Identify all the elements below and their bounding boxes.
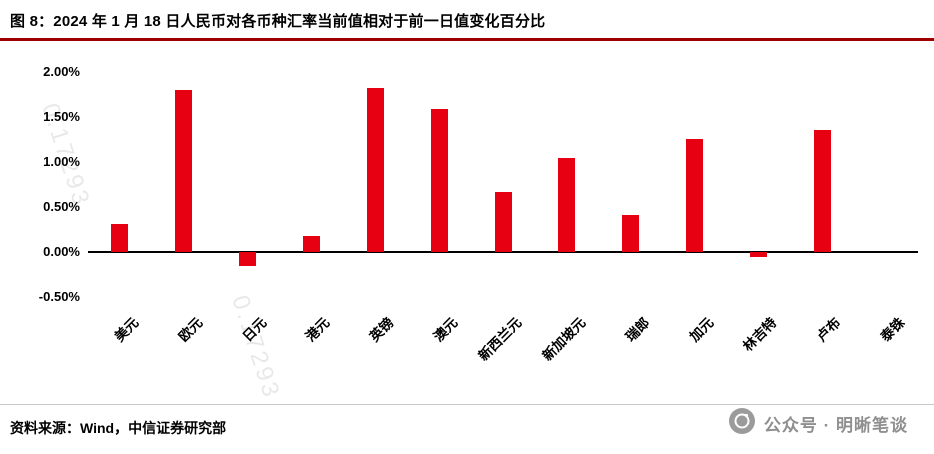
x-axis-label: 英镑 bbox=[367, 314, 397, 345]
x-axis-line bbox=[88, 251, 918, 253]
watermark-text: 0.17293 bbox=[226, 292, 286, 403]
badge-label: 公众号 · 明晰笔谈 bbox=[763, 416, 908, 435]
x-axis-label: 欧元 bbox=[175, 314, 206, 345]
x-axis-label: 泰铢 bbox=[877, 314, 908, 345]
footer-divider bbox=[0, 404, 934, 405]
camera-lens-circle-icon bbox=[728, 408, 755, 439]
x-axis-label: 港元 bbox=[303, 314, 333, 345]
bar bbox=[749, 252, 767, 258]
bar bbox=[302, 235, 320, 252]
y-axis-tick-label: -0.50% bbox=[38, 289, 80, 304]
source-note: 资料来源：Wind，中信证券研究部 bbox=[10, 420, 227, 436]
watermark-text: 0.17293 bbox=[36, 100, 96, 211]
x-axis-label: 林吉特 bbox=[740, 314, 780, 355]
bar bbox=[430, 108, 448, 252]
y-axis-tick-label: 2.00% bbox=[43, 64, 80, 79]
wechat-account-badge: 公众号 · 明晰笔谈 bbox=[728, 408, 908, 439]
bar bbox=[239, 252, 257, 266]
x-axis-label: 瑞郎 bbox=[622, 314, 653, 345]
bar bbox=[366, 88, 384, 252]
x-axis-label: 加元 bbox=[686, 314, 716, 345]
y-axis-tick-label: 0.00% bbox=[43, 244, 80, 259]
figure-title: 图 8：2024 年 1 月 18 日人民币对各币种汇率当前值相对于前一日值变化… bbox=[10, 13, 546, 30]
bar bbox=[175, 90, 193, 252]
bar bbox=[686, 138, 704, 252]
title-divider bbox=[0, 38, 934, 41]
x-axis-label: 美元 bbox=[111, 314, 142, 345]
bar bbox=[558, 158, 576, 252]
bar bbox=[622, 215, 640, 252]
bar bbox=[494, 191, 512, 252]
x-axis-label: 新西兰元 bbox=[475, 314, 525, 364]
x-axis-label: 澳元 bbox=[430, 314, 461, 345]
bar bbox=[111, 224, 129, 252]
x-axis-label: 新加坡元 bbox=[539, 314, 589, 364]
x-axis-label: 卢布 bbox=[813, 314, 844, 345]
bar bbox=[813, 129, 831, 252]
